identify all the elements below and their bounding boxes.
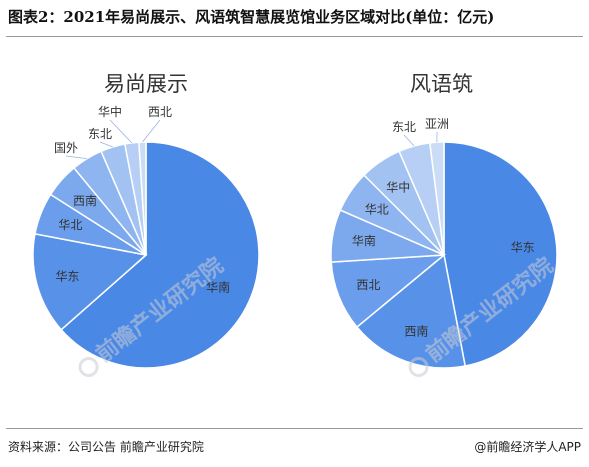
footer-divider: [6, 428, 583, 429]
leader-line-fengyuzhu-6: [403, 134, 415, 147]
slice-label-yishang-3: 西南: [73, 193, 97, 208]
slice-label-fengyuzhu-0: 华东: [511, 241, 535, 255]
slice-fengyuzhu-2: [330, 254, 447, 329]
chart-title-yishang: 易尚展示: [104, 72, 188, 96]
slice-label-yishang-4: 国外: [54, 141, 78, 155]
credit-note: @前瞻经济学人APP: [474, 440, 581, 454]
slice-label-fengyuzhu-4: 华北: [365, 202, 389, 216]
pie-fengyuzhu: [330, 141, 558, 369]
slice-label-fengyuzhu-6: 东北: [392, 120, 416, 134]
chart-title-fengyuzhu: 风语筑: [410, 72, 473, 96]
title-divider: [6, 36, 583, 37]
slice-label-yishang-2: 华北: [58, 218, 82, 232]
leader-line-yishang-6: [109, 119, 133, 144]
slice-yishang-0: [60, 141, 260, 369]
source-note: 资料来源：公司公告 前瞻产业研究院: [8, 440, 204, 454]
slice-label-fengyuzhu-5: 华中: [386, 180, 410, 195]
slice-fengyuzhu-0: [443, 141, 558, 367]
figure-title: 图表2：2021年易尚展示、风语筑智慧展览馆业务区域对比(单位：亿元): [8, 8, 495, 26]
slice-label-yishang-6: 华中: [98, 104, 122, 119]
slice-label-fengyuzhu-2: 西北: [356, 278, 380, 292]
pie-yishang: [32, 141, 260, 369]
slice-label-yishang-5: 东北: [88, 127, 112, 141]
slice-fengyuzhu-7: [429, 141, 445, 256]
slice-label-yishang-7: 西北: [148, 105, 172, 119]
leader-line-yishang-7: [142, 119, 161, 143]
slice-label-fengyuzhu-3: 华南: [352, 233, 376, 248]
leader-line-yishang-4: [65, 155, 88, 160]
slice-label-yishang-1: 华东: [55, 270, 79, 284]
leader-line-yishang-5: [99, 141, 113, 148]
slice-label-fengyuzhu-7: 亚洲: [425, 117, 449, 131]
slice-yishang-1: [32, 232, 148, 331]
slice-label-fengyuzhu-1: 西南: [404, 324, 428, 339]
slice-fengyuzhu-1: [355, 253, 467, 369]
slice-label-yishang-0: 华南: [206, 280, 230, 295]
